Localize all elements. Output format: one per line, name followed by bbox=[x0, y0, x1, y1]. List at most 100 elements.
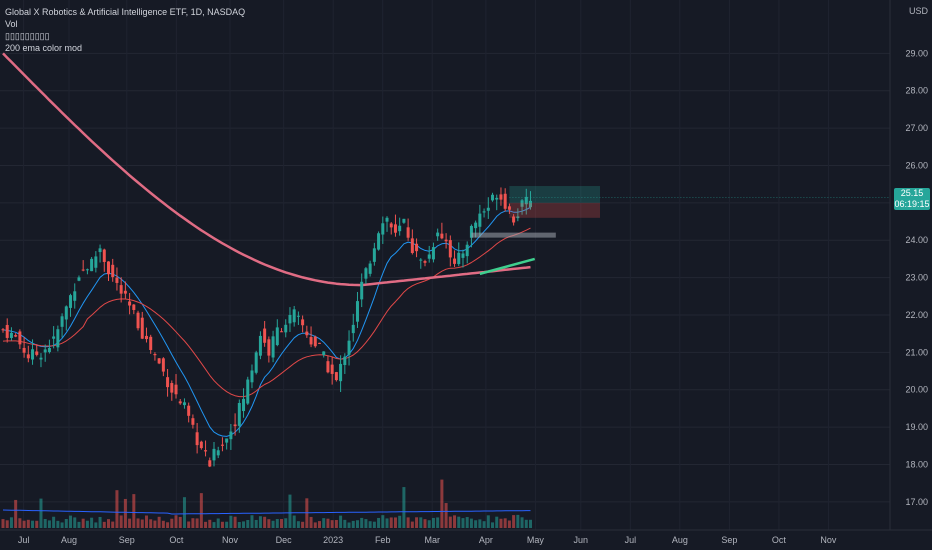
price-tick-label: 27.00 bbox=[905, 123, 928, 133]
candle-body bbox=[507, 206, 511, 210]
candle-body bbox=[254, 352, 258, 373]
candle-body bbox=[271, 336, 275, 358]
volume-bar bbox=[1, 519, 5, 528]
chart-legend: Global X Robotics & Artificial Intellige… bbox=[5, 6, 245, 54]
ema-indicator-label[interactable]: 200 ema color mod bbox=[5, 43, 83, 53]
candle-body bbox=[491, 194, 495, 201]
candle-body bbox=[503, 193, 507, 209]
volume-bar bbox=[347, 522, 351, 528]
candle-body bbox=[461, 253, 465, 258]
symbol-title[interactable]: Global X Robotics & Artificial Intellige… bbox=[5, 7, 246, 17]
candle-body bbox=[258, 335, 262, 356]
time-tick-label: 2023 bbox=[323, 535, 343, 545]
volume-bar bbox=[258, 516, 262, 528]
volume-bar bbox=[296, 521, 300, 528]
volume-bar bbox=[457, 516, 461, 528]
candle-body bbox=[128, 301, 132, 306]
volume-bar bbox=[427, 520, 431, 528]
volume-bar bbox=[444, 503, 448, 528]
candle-body bbox=[347, 340, 351, 355]
volume-bar bbox=[524, 519, 528, 528]
volume-bar bbox=[60, 522, 64, 528]
ema-slow-line bbox=[2, 227, 531, 398]
candle-body bbox=[360, 281, 364, 300]
time-axis[interactable]: Jul Aug Sep Oct Nov Dec 2023 Feb Mar Apr May Jun Jul… bbox=[0, 529, 932, 545]
candle-body bbox=[77, 277, 81, 281]
volume-bar bbox=[153, 520, 157, 528]
position-annotations[interactable] bbox=[471, 186, 890, 238]
volume-bar bbox=[242, 521, 246, 528]
volume-bar bbox=[469, 518, 473, 528]
volume-bar bbox=[267, 519, 271, 528]
candle-body bbox=[275, 327, 279, 346]
price-axis[interactable]: 17.00 18.00 19.00 20.00 21.00 22.00 23.00 24.00… bbox=[889, 0, 928, 530]
candle-body bbox=[90, 258, 94, 272]
candle-body bbox=[47, 347, 51, 353]
candle-body bbox=[157, 358, 161, 364]
volume-bar bbox=[288, 494, 292, 528]
volume-bar bbox=[423, 519, 427, 528]
candle-body bbox=[263, 328, 267, 343]
volume-bar bbox=[220, 521, 224, 528]
volume-bar bbox=[355, 520, 359, 528]
take-profit-zone bbox=[509, 186, 600, 203]
candle-body bbox=[237, 402, 241, 426]
candle-body bbox=[212, 448, 216, 461]
candle-body bbox=[465, 244, 469, 257]
time-tick-label: Oct bbox=[772, 535, 787, 545]
volume-bar bbox=[178, 516, 182, 528]
candle-body bbox=[166, 377, 170, 388]
volume-bar bbox=[474, 520, 478, 528]
volume-bar bbox=[292, 515, 296, 528]
volume-bar bbox=[26, 519, 30, 528]
volume-bar bbox=[431, 517, 435, 528]
currency-label[interactable]: USD bbox=[908, 6, 928, 16]
candle-body bbox=[43, 349, 47, 353]
candle-body bbox=[242, 398, 246, 412]
candle-body bbox=[102, 249, 106, 262]
candle-body bbox=[284, 324, 288, 333]
candle-body bbox=[246, 379, 250, 404]
candle-body bbox=[410, 238, 414, 253]
candle-body bbox=[56, 329, 60, 348]
candle-body bbox=[355, 301, 359, 322]
candle-body bbox=[204, 450, 208, 452]
placeholder-indicator-label[interactable]: ▯▯▯▯▯▯▯▯▯ bbox=[5, 31, 50, 41]
volume-bar bbox=[64, 518, 68, 528]
volume-bar bbox=[5, 520, 9, 528]
candle-body bbox=[1, 329, 5, 331]
candle-body bbox=[216, 450, 220, 456]
last-price-badge: 25.15 06:19:15 bbox=[894, 188, 930, 210]
price-tick-label: 19.00 bbox=[905, 422, 928, 432]
time-tick-label: Aug bbox=[61, 535, 77, 545]
time-tick-label: Feb bbox=[375, 535, 391, 545]
candle-body bbox=[499, 194, 503, 200]
volume-bar bbox=[309, 516, 313, 528]
time-tick-label: Mar bbox=[424, 535, 440, 545]
time-tick-label: Dec bbox=[276, 535, 293, 545]
volume-bar bbox=[246, 519, 250, 528]
volume-bar bbox=[69, 515, 73, 528]
volume-bar bbox=[448, 516, 452, 528]
candle-body bbox=[132, 304, 136, 310]
candle-body bbox=[9, 332, 13, 338]
candle-body bbox=[453, 258, 457, 264]
candle-body bbox=[431, 247, 435, 260]
stop-loss-zone bbox=[509, 202, 600, 218]
time-tick-label: Sep bbox=[721, 535, 737, 545]
candle-body bbox=[334, 372, 338, 381]
candle-body bbox=[250, 370, 254, 383]
candle-body bbox=[233, 424, 237, 427]
candle-body bbox=[39, 357, 43, 360]
candle-body bbox=[351, 324, 355, 334]
volume-bar bbox=[529, 519, 532, 528]
price-tick-label: 21.00 bbox=[905, 347, 928, 357]
volume-indicator-label[interactable]: Vol bbox=[5, 19, 18, 29]
volume-bar bbox=[170, 518, 174, 528]
candle-body bbox=[73, 291, 77, 301]
time-tick-label: Nov bbox=[820, 535, 837, 545]
volume-bar bbox=[250, 515, 254, 528]
candle-body bbox=[529, 200, 532, 208]
volume-bar bbox=[326, 518, 330, 528]
